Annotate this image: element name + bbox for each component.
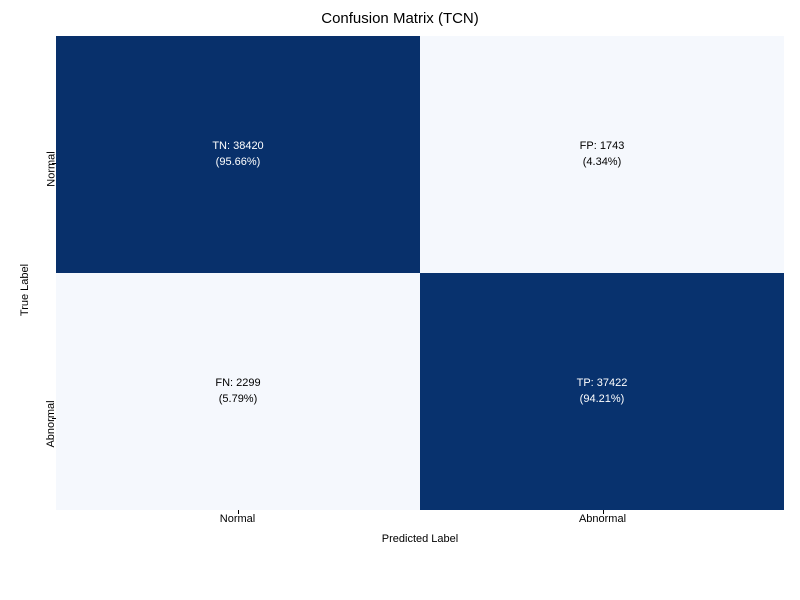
grid-and-x: TN: 38420 (95.66%) FP: 1743 (4.34%) FN: …	[55, 35, 785, 545]
y-ticks: Normal Abnormal	[35, 35, 55, 545]
cell-label-line1: FN: 2299	[215, 376, 260, 391]
cell-label-line1: TP: 37422	[577, 376, 628, 391]
cell-label-line2: (5.79%)	[219, 392, 258, 407]
y-axis-label: True Label	[15, 35, 35, 545]
y-tick-normal: Normal	[45, 151, 57, 186]
x-tick-normal: Normal	[55, 513, 420, 525]
x-tick-abnormal: Abnormal	[420, 513, 785, 525]
cell-label-line1: FP: 1743	[580, 139, 625, 154]
cell-label-line2: (94.21%)	[580, 392, 625, 407]
cell-label-line2: (95.66%)	[216, 155, 261, 170]
y-tick-mark	[52, 418, 56, 419]
x-tick-mark	[603, 510, 604, 514]
cell-tn: TN: 38420 (95.66%)	[56, 36, 420, 273]
x-ticks-wrapper: Normal Abnormal	[55, 511, 785, 531]
cell-fp: FP: 1743 (4.34%)	[420, 36, 784, 273]
matrix-area: True Label Normal Abnormal TN: 38420 (95…	[15, 35, 785, 545]
y-tick-mark	[52, 163, 56, 164]
confusion-matrix-chart: Confusion Matrix (TCN) True Label Normal…	[15, 10, 785, 590]
cell-label-line1: TN: 38420	[212, 139, 263, 154]
cell-label-line2: (4.34%)	[583, 155, 622, 170]
chart-title: Confusion Matrix (TCN)	[15, 10, 785, 27]
cell-tp: TP: 37422 (94.21%)	[420, 273, 784, 510]
heatmap-grid: TN: 38420 (95.66%) FP: 1743 (4.34%) FN: …	[55, 35, 785, 511]
x-tick-mark	[238, 510, 239, 514]
x-ticks: Normal Abnormal	[55, 511, 785, 531]
y-tick-abnormal: Abnormal	[45, 400, 57, 447]
x-axis-label: Predicted Label	[55, 531, 785, 545]
cell-fn: FN: 2299 (5.79%)	[56, 273, 420, 510]
